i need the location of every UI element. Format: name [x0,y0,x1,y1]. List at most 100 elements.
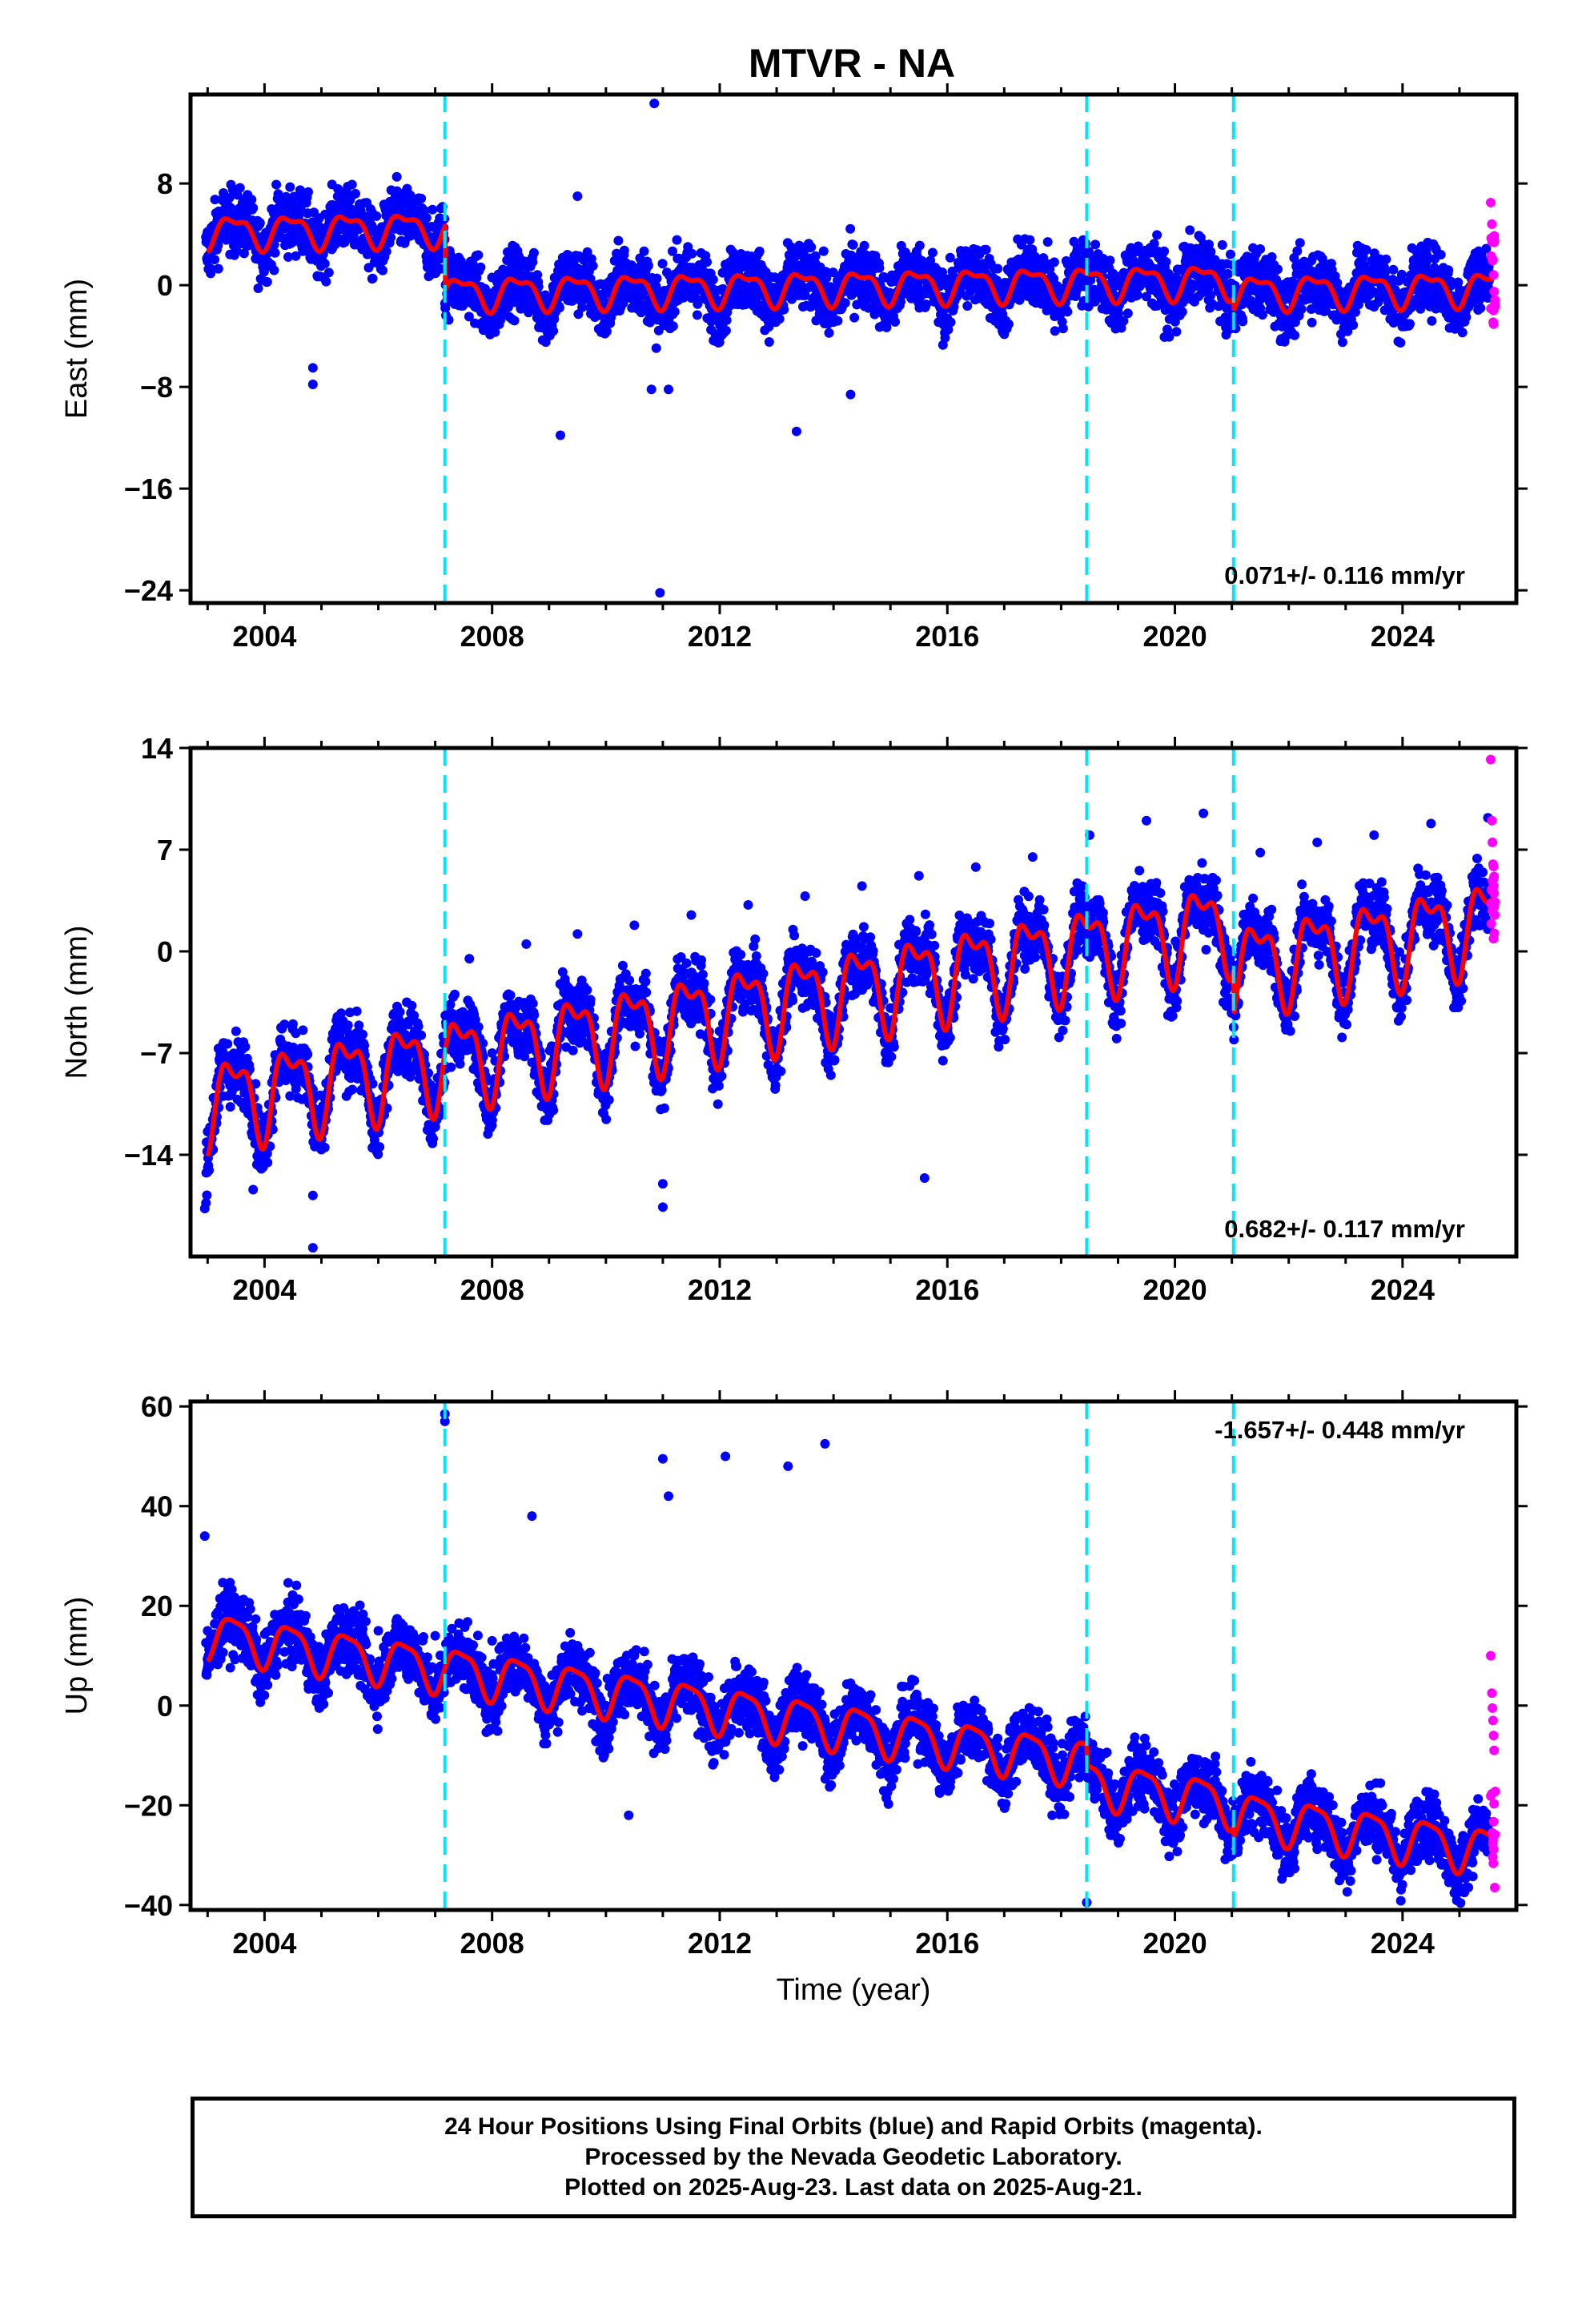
final-orbit-point [436,263,445,274]
y-tick-label: 0 [157,269,173,302]
final-orbit-point [428,204,438,215]
final-orbit-point [253,283,263,293]
final-orbit-point [913,283,924,294]
final-orbit-point [210,255,220,265]
final-orbit-point [528,247,539,258]
final-orbit-point [528,257,538,267]
final-orbit-point [1226,249,1235,259]
y-tick-label: 8 [157,167,173,200]
final-orbit-point [1161,257,1171,267]
final-orbit-point [395,1007,405,1017]
final-orbit-point [1152,230,1162,240]
plot-frame-east [188,92,1519,605]
final-orbit-point [609,255,620,266]
final-orbit-point [416,193,427,203]
final-orbit-point [577,302,588,312]
final-orbit-point [554,303,564,313]
x-tick-label: 2024 [1371,620,1435,653]
final-orbit-point [1050,326,1060,336]
final-orbit-point [702,257,712,267]
final-orbit-point [1273,264,1283,275]
final-orbit-point [247,195,257,205]
final-orbit-point [828,267,838,278]
final-orbit-point [1255,244,1266,254]
final-orbit-point [532,270,543,280]
final-orbit-point [473,250,484,260]
final-orbit-point [852,300,862,310]
final-orbit-point [619,245,629,255]
final-orbit-point [224,193,235,203]
final-orbit-point [343,1020,353,1031]
final-orbit-point [1142,292,1152,302]
y-tick-label: −8 [140,371,173,404]
final-orbit-point [686,293,697,303]
final-orbit-point [413,1021,424,1031]
final-orbit-point [1426,285,1436,296]
final-orbit-point [806,242,817,252]
final-orbit-point [1003,319,1014,329]
final-orbit-point [1084,275,1094,285]
rapid-orbit-point [1487,219,1497,229]
final-orbit-points-north [201,854,1495,1208]
final-orbit-point [321,276,331,287]
final-orbit-point [319,259,330,269]
final-orbit-point [270,247,280,258]
final-orbit-point [202,1190,212,1200]
final-orbit-point [1105,255,1115,266]
final-orbit-point [764,337,774,347]
final-orbit-point [262,277,272,287]
outlier-point [307,363,318,373]
final-orbit-point [668,246,677,256]
final-orbit-point [721,325,731,336]
final-orbit-point [351,188,360,199]
final-orbit-point [800,290,810,300]
final-orbit-point [821,273,832,283]
final-orbit-point [962,301,973,311]
final-orbit-point [914,240,925,251]
final-orbit-point [447,292,457,302]
final-orbit-point [319,1142,330,1152]
outlier-point [555,430,565,440]
final-orbit-point [810,251,821,261]
final-orbit-point [371,211,382,221]
final-orbit-point [981,244,991,255]
rapid-orbit-point [1486,197,1496,207]
final-orbit-point [1027,283,1038,293]
final-orbit-point [1217,239,1227,250]
x-tick-label: 2008 [460,620,524,653]
final-orbit-point [874,263,885,273]
final-orbit-point [323,267,334,278]
final-orbit-point [263,1157,273,1168]
final-orbit-point [1223,269,1233,279]
final-orbit-point [993,263,1003,274]
final-orbit-point [347,1084,358,1095]
final-orbit-point [1427,316,1437,326]
outlier-point [572,191,583,201]
final-orbit-point [509,316,520,326]
final-orbit-point [859,240,869,251]
chart-title: MTVR - NA [749,41,955,86]
final-orbit-point [421,213,432,223]
final-orbit-point [1443,265,1454,275]
final-orbit-point [255,218,265,228]
final-orbit-point [612,248,622,259]
final-orbit-point [358,1029,367,1039]
final-orbit-point [945,252,955,263]
final-orbit-point [347,179,357,190]
final-orbit-point [1395,338,1406,348]
final-orbit-point [1457,328,1468,338]
final-orbit-point [1381,254,1391,264]
final-orbit-point [890,316,900,327]
final-orbit-point [1171,327,1182,337]
outlier-point [664,384,674,395]
final-orbit-point [472,273,482,283]
y-tick-label: −24 [124,574,173,607]
final-orbit-point [644,317,655,328]
final-orbit-point [213,263,223,274]
final-orbit-point [668,321,678,332]
final-orbit-point [1369,302,1379,312]
final-orbit-point [303,1049,313,1059]
final-orbit-point [204,1165,215,1176]
final-orbit-point [548,326,559,336]
